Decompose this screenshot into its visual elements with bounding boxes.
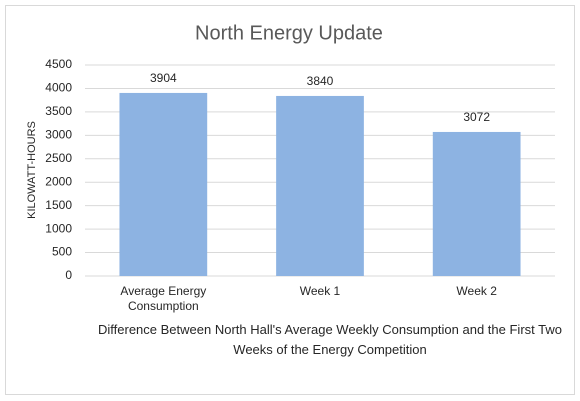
y-tick-label: 2500 bbox=[45, 151, 72, 165]
y-tick-label: 4500 bbox=[45, 57, 72, 71]
y-tick-label: 3500 bbox=[45, 104, 72, 118]
x-axis-label: Difference Between North Hall's Average … bbox=[98, 322, 562, 357]
data-label: 3072 bbox=[463, 110, 490, 124]
bar bbox=[432, 131, 521, 276]
y-tick-label: 0 bbox=[65, 268, 72, 282]
x-tick-label: Average Energy Consumption bbox=[120, 284, 207, 313]
y-tick-label: 1000 bbox=[45, 221, 72, 235]
y-tick-label: 500 bbox=[52, 245, 72, 259]
y-tick-label: 2000 bbox=[45, 174, 72, 188]
y-tick-label: 1500 bbox=[45, 198, 72, 212]
chart-title: North Energy Update bbox=[195, 22, 383, 44]
data-label: 3904 bbox=[150, 71, 177, 85]
y-tick-label: 3000 bbox=[45, 128, 72, 142]
x-tick-label: Week 1 bbox=[299, 284, 341, 298]
y-axis-label: KILOWATT-HOURS bbox=[26, 121, 38, 219]
y-tick-label: 4000 bbox=[45, 81, 72, 95]
bar bbox=[119, 92, 208, 277]
x-tick-label: Week 2 bbox=[456, 284, 497, 298]
bar bbox=[276, 95, 364, 277]
data-label: 3840 bbox=[307, 74, 334, 88]
